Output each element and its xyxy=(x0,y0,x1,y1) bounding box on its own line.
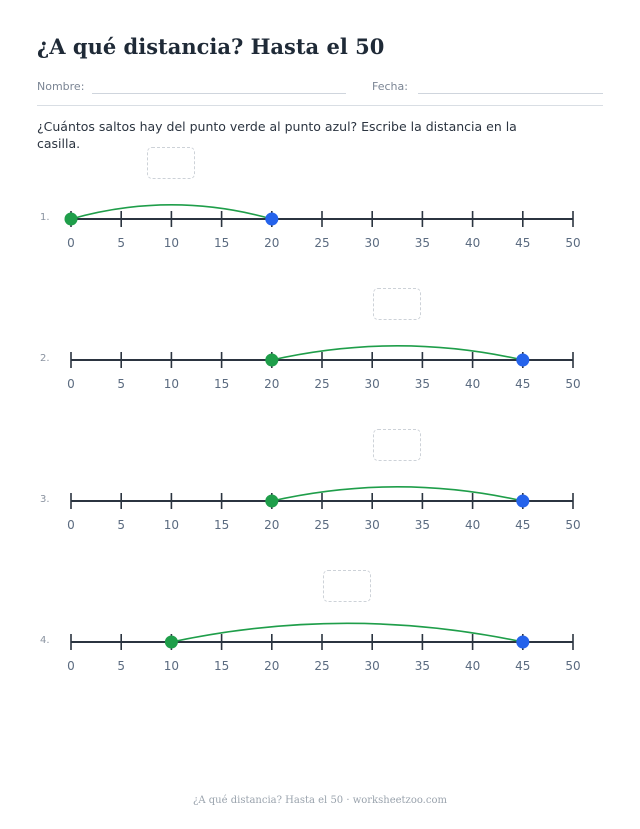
jump-arc xyxy=(271,486,523,502)
tick-label: 40 xyxy=(465,518,480,532)
tick-label: 25 xyxy=(314,518,329,532)
tick-label: 0 xyxy=(67,236,75,250)
tick-label: 15 xyxy=(214,518,229,532)
tick-label: 50 xyxy=(565,236,580,250)
tick-label: 20 xyxy=(264,236,279,250)
problem-4: 4. 0 5 10 15 20 25 30 35 40 45 50 xyxy=(0,563,640,683)
tick-label: 35 xyxy=(415,659,430,673)
answer-box[interactable] xyxy=(147,147,196,179)
tick-label: 45 xyxy=(515,236,530,250)
date-field[interactable] xyxy=(418,93,603,94)
problem-number: 1. xyxy=(40,212,50,223)
tick-label: 20 xyxy=(264,518,279,532)
tick-label: 20 xyxy=(264,659,279,673)
tick-label: 35 xyxy=(415,236,430,250)
end-point xyxy=(265,212,279,226)
tick-label: 5 xyxy=(117,377,125,391)
date-label: Fecha: xyxy=(372,80,408,93)
jump-arc xyxy=(271,345,523,361)
tick-label: 0 xyxy=(67,518,75,532)
tick-label: 50 xyxy=(565,518,580,532)
problem-number: 3. xyxy=(40,494,50,505)
tick-label: 25 xyxy=(314,236,329,250)
problem-number: 2. xyxy=(40,353,50,364)
name-label: Nombre: xyxy=(37,80,85,93)
name-field[interactable] xyxy=(92,93,346,94)
tick-label: 30 xyxy=(365,518,380,532)
problem-1: 1. 0 5 10 15 20 25 30 35 40 45 50 xyxy=(0,140,640,260)
jump-arc xyxy=(171,622,523,643)
tick-label: 5 xyxy=(117,518,125,532)
tick-label: 30 xyxy=(365,236,380,250)
tick-label: 10 xyxy=(164,659,179,673)
start-point xyxy=(265,353,279,367)
tick-label: 15 xyxy=(214,659,229,673)
tick-label: 45 xyxy=(515,518,530,532)
tick-label: 50 xyxy=(565,659,580,673)
end-point xyxy=(516,494,530,508)
tick-label: 40 xyxy=(465,236,480,250)
footer-text: ¿A qué distancia? Hasta el 50 · workshee… xyxy=(193,795,447,806)
instructions-text: ¿Cuántos saltos hay del punto verde al p… xyxy=(37,119,517,151)
tick-label: 5 xyxy=(117,236,125,250)
tick-label: 30 xyxy=(365,659,380,673)
tick-label: 45 xyxy=(515,377,530,391)
answer-box[interactable] xyxy=(373,429,422,461)
tick-label: 0 xyxy=(67,377,75,391)
number-line: 0 5 10 15 20 25 30 35 40 45 50 xyxy=(64,204,581,250)
problem-number: 4. xyxy=(40,635,50,646)
start-point xyxy=(164,635,178,649)
tick-label: 40 xyxy=(465,377,480,391)
answer-box[interactable] xyxy=(323,570,372,602)
tick-label: 25 xyxy=(314,659,329,673)
tick-label: 5 xyxy=(117,659,125,673)
tick-label: 15 xyxy=(214,236,229,250)
tick-label: 40 xyxy=(465,659,480,673)
answer-box[interactable] xyxy=(373,288,422,320)
tick-label: 0 xyxy=(67,659,75,673)
tick-label: 30 xyxy=(365,377,380,391)
problem-2: 2. 0 5 10 15 20 25 30 35 40 45 50 xyxy=(0,281,640,401)
tick-label: 20 xyxy=(264,377,279,391)
number-line: 0 5 10 15 20 25 30 35 40 45 50 xyxy=(67,486,581,532)
tick-label: 50 xyxy=(565,377,580,391)
tick-label: 35 xyxy=(415,518,430,532)
number-line: 0 5 10 15 20 25 30 35 40 45 50 xyxy=(67,622,581,673)
worksheet-title: ¿A qué distancia? Hasta el 50 xyxy=(37,34,385,59)
tick-label: 10 xyxy=(164,236,179,250)
tick-label: 45 xyxy=(515,659,530,673)
number-line: 0 5 10 15 20 25 30 35 40 45 50 xyxy=(67,345,581,391)
end-point xyxy=(516,353,530,367)
tick-label: 15 xyxy=(214,377,229,391)
start-point xyxy=(265,494,279,508)
header-divider xyxy=(37,105,603,106)
tick-label: 25 xyxy=(314,377,329,391)
tick-label: 10 xyxy=(164,518,179,532)
tick-label: 10 xyxy=(164,377,179,391)
end-point xyxy=(516,635,530,649)
tick-label: 35 xyxy=(415,377,430,391)
problem-3: 3. 0 5 10 15 20 25 30 35 40 45 50 xyxy=(0,422,640,542)
start-point xyxy=(64,212,78,226)
jump-arc xyxy=(70,204,273,220)
